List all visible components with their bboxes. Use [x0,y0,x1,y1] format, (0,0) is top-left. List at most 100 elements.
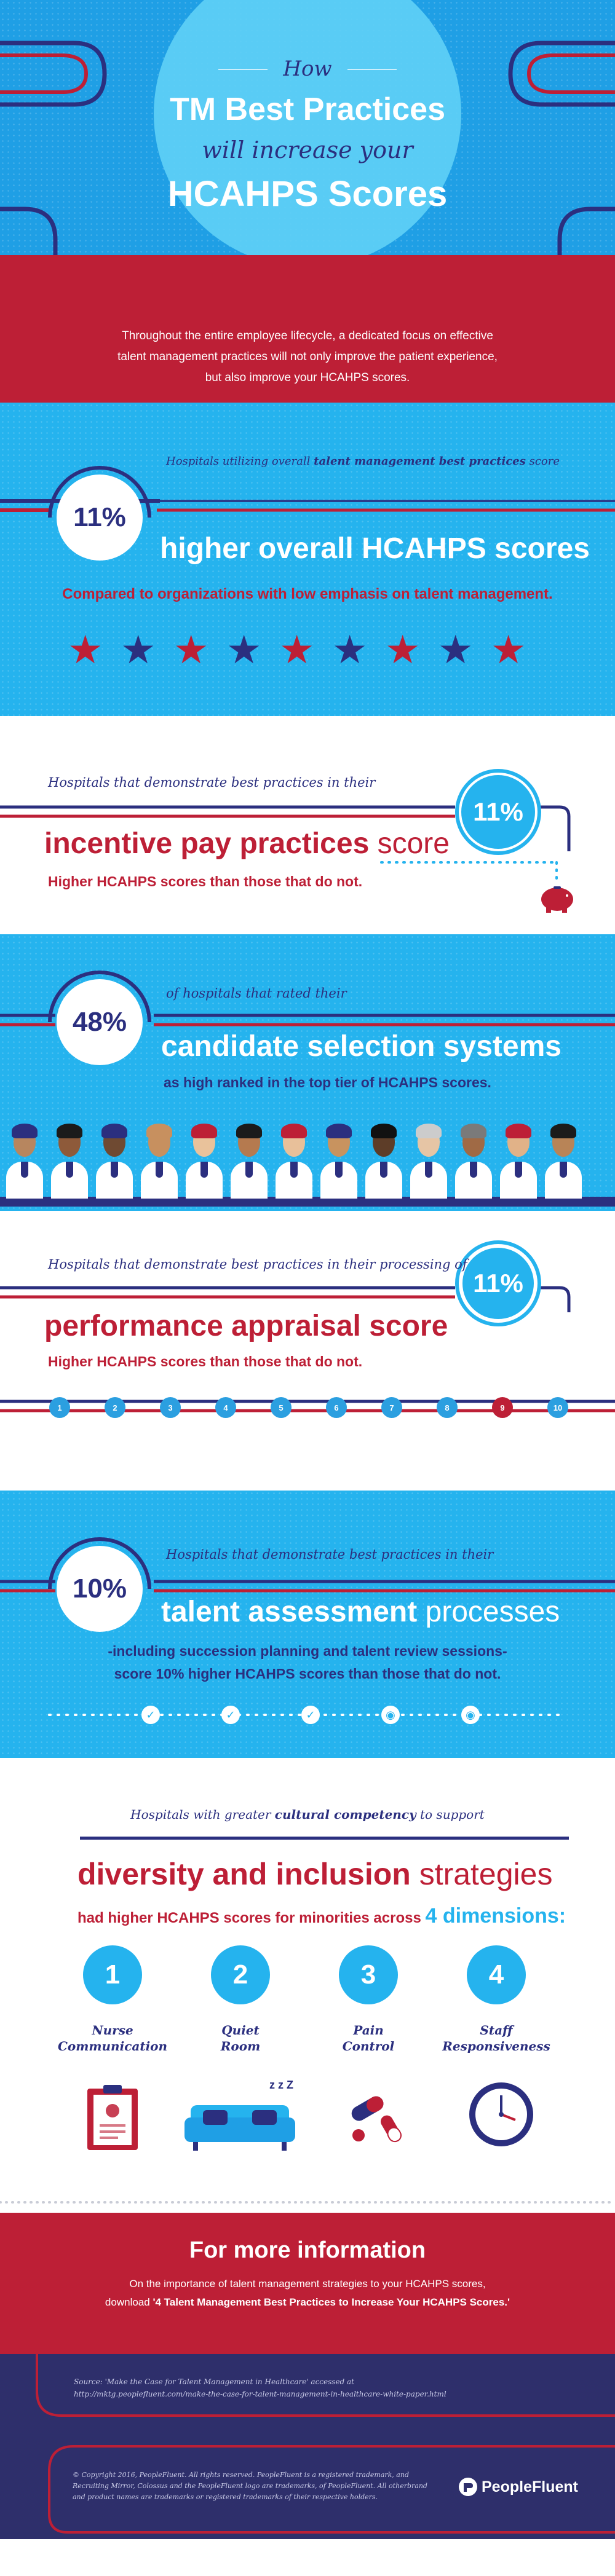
scale-point: 3 [160,1397,181,1418]
stat-appraisal-lines [0,1286,615,1412]
star-icon: ★ [385,628,421,672]
footer-copyright-3: and product names are trademarks or regi… [73,2493,378,2501]
footer-source-1: Source: 'Make the Case for Talent Manage… [74,2377,354,2386]
header-section: How TM Best Practices will increase your… [0,0,615,255]
stat-assessment-headline: talent assessment processes [161,1596,560,1628]
stat-appraisal-headline: performance appraisal score [44,1310,448,1342]
staff-illustration [0,1119,615,1199]
star-icon: ★ [279,628,315,672]
header-decoration [0,0,615,255]
pills-icon [351,2096,402,2143]
stat-appraisal-lead: Hospitals that demonstrate best practice… [48,1257,467,1272]
stat-assessment-section: 10% Hospitals that demonstrate best prac… [0,1491,615,1758]
cta-line-2: download '4 Talent Management Best Pract… [105,2296,510,2308]
star-icon: ★ [332,628,368,672]
scale-point: 8 [437,1397,458,1418]
staff-person-icon [455,1119,492,1199]
staff-person-icon [141,1119,178,1199]
stat-incentive-badge-fill: 11% [461,775,535,849]
dimension-label: Staff Responsiveness [442,2023,550,2054]
stat-overall-lead: Hospitals utilizing overall talent manag… [166,455,560,468]
check-icon: ✓ [221,1706,240,1724]
dotted-divider [0,2201,615,2204]
staff-person-icon [231,1119,268,1199]
header-title-1: TM Best Practices [170,92,445,127]
stat-assessment-sub-2: score 10% higher HCAHPS scores than thos… [114,1666,501,1682]
cta-download-link[interactable]: '4 Talent Management Best Practices to I… [153,2296,510,2308]
dimension-label: Quiet Room [220,2023,261,2054]
staff-person-icon [186,1119,223,1199]
footer-logo: PeopleFluent [458,2477,578,2497]
stat-incentive-sub: Higher HCAHPS scores than those that do … [48,873,363,889]
header-title-3: HCAHPS Scores [167,174,448,214]
staff-person-icon [276,1119,312,1199]
footer-decoration [36,2354,615,2534]
footer-section: Source: 'Make the Case for Talent Manage… [0,2354,615,2539]
stat-selection-badge: 48% [48,971,151,1065]
staff-person-icon [320,1119,357,1199]
stat-selection-section: 48% of hospitals that rated their candid… [0,934,615,1211]
intro-text: Throughout the entire employee lifecycle… [117,329,498,384]
couch-icon [184,2105,295,2151]
piggy-bank-icon [541,886,573,913]
target-icon: ◉ [381,1706,400,1724]
star-icon: ★ [226,628,262,672]
dimension-label: Pain Control [342,2023,395,2054]
stat-overall-section: 11% Hospitals utilizing overall talent m… [0,403,615,716]
check-icon: ✓ [141,1706,160,1724]
staff-person-icon [6,1119,43,1199]
star-icon: ★ [173,628,209,672]
stat-diversity-lead: Hospitals with greater cultural competen… [130,1807,485,1822]
check-icon: ✓ [301,1706,320,1724]
stat-appraisal-badge-fill: 11% [462,1248,534,1319]
scale-point: 1 [49,1397,70,1418]
stat-selection-lead: of hospitals that rated their [166,986,347,1001]
star-row: ★ ★ ★ ★ ★ ★ ★ ★ ★ [0,630,615,679]
scale-point-highlight: 9 [492,1397,513,1418]
stat-assessment-lead: Hospitals that demonstrate best practice… [166,1547,494,1562]
clock-icon [469,2082,533,2146]
cta-line-1: On the importance of talent management s… [129,2278,486,2290]
stat-assessment-sub-1: -including succession planning and talen… [108,1643,507,1659]
scale-point: 5 [271,1397,292,1418]
target-icon: ◉ [461,1706,480,1724]
scale-point: 10 [547,1397,568,1418]
stat-diversity-divider [80,1837,569,1840]
stat-appraisal-percent: 11% [473,1269,523,1298]
intro-section: Throughout the entire employee lifecycle… [0,255,615,403]
star-icon: ★ [491,628,526,672]
staff-person-icon [365,1119,402,1199]
peoplefluent-logo-icon [459,2478,477,2496]
scale-point: 2 [105,1397,125,1418]
stat-overall-badge: 11% [48,466,151,561]
stat-diversity-headline: diversity and inclusion strategies [77,1857,553,1891]
star-icon: ★ [438,628,474,672]
cta-title: For more information [189,2237,426,2263]
staff-person-icon [545,1119,582,1199]
clipboard-icon [87,2085,138,2150]
footer-copyright-2: Recruiting Mirror, Colossus and the Peop… [73,2482,427,2490]
scale-point: 4 [215,1397,236,1418]
scale-point: 6 [326,1397,347,1418]
stat-overall-sub: Compared to organizations with low empha… [62,586,553,602]
header-title-2: will increase your [202,136,413,163]
stat-appraisal-sub: Higher HCAHPS scores than those that do … [48,1353,363,1369]
stat-incentive-lines [0,805,571,883]
stat-selection-headline: candidate selection systems [161,1030,561,1063]
staff-person-icon [500,1119,537,1199]
appraisal-scale: 1 2 3 4 5 6 7 8 9 10 [0,1395,615,1420]
stat-overall-headline: higher overall HCAHPS scores [160,532,590,565]
stat-incentive-section: 11% 11% Hospitals that demonstrate best … [0,716,615,934]
stat-selection-lines [0,1014,615,1207]
stat-appraisal-section: 11% Hospitals that demonstrate best prac… [0,1211,615,1491]
staff-person-icon [410,1119,447,1199]
stat-incentive-lead: Hospitals that demonstrate best practice… [48,775,376,790]
stat-incentive-headline: incentive pay practices score [44,827,450,860]
dimension-number: 1 [83,1945,142,2004]
dimension-label: Nurse Communication [57,2023,168,2054]
star-icon: ★ [68,628,103,672]
dimension-number: 3 [339,1945,398,2004]
staff-person-icon [96,1119,133,1199]
footer-source-link[interactable]: http://mktg.peoplefluent.com/make-the-ca… [74,2390,446,2398]
staff-person-icon [51,1119,88,1199]
